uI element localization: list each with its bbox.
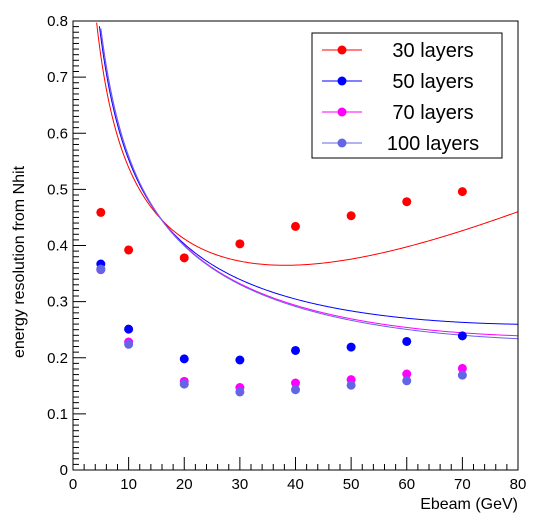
x-tick-label: 60 [398,476,415,493]
data-point [235,355,245,365]
y-tick-label: 0.6 [47,125,68,142]
data-point [291,221,300,231]
data-point [346,211,356,221]
legend-label: 30 layers [392,40,473,62]
legend-marker [337,45,347,55]
data-point [179,253,189,263]
data-point [124,245,134,255]
data-point [235,239,245,249]
axes: 0 10 20 30 40 50 60 70 80 0 0.1 0.2 0.3 0.4 0.5 0.6 0.7 0… [47,13,526,493]
legend-label: 70 layers [392,102,473,124]
data-point [402,336,412,346]
data-point [124,324,134,334]
data-point [457,363,467,373]
y-tick-label: 0.1 [47,406,68,423]
y-tick-label: 0.7 [47,69,68,86]
legend-label: 100 layers [387,133,479,155]
fit-curve [100,28,519,340]
x-tick-label: 50 [343,476,360,493]
legend-marker [337,76,347,86]
data-point [96,207,106,217]
x-tick-label: 80 [510,476,527,493]
x-tick-label: 30 [232,476,249,493]
data-point [291,385,300,395]
data-point [457,370,467,380]
legend-label: 50 layers [392,71,473,93]
data-point [402,376,412,386]
y-axis-title: energy resolution from Nhit [11,165,28,358]
y-tick-label: 0 [60,462,68,479]
y-tick-label: 0.4 [47,238,68,255]
data-point [457,187,467,197]
legend-marker [337,138,347,148]
fit-curves [96,22,519,340]
y-tick-label: 0.8 [47,13,68,30]
data-point [96,264,106,274]
y-tick-label: 0.5 [47,181,68,198]
x-tick-label: 40 [287,476,304,493]
legend-marker [337,107,347,117]
data-point [235,387,245,397]
data-markers [96,187,467,397]
y-tick-label: 0.3 [47,294,68,311]
x-tick-label: 10 [120,476,137,493]
fit-curve [96,22,519,266]
data-point [124,339,134,349]
x-axis-title: Ebeam (GeV) [420,496,518,513]
x-tick-label: 0 [69,476,77,493]
data-point [346,342,356,352]
data-point [457,331,467,341]
data-point [291,378,300,388]
legend: 30 layers 50 layers 70 layers 100 layers [311,32,503,159]
x-tick-label: 70 [454,476,471,493]
data-point [179,379,189,389]
x-tick-label: 20 [176,476,193,493]
y-tick-label: 0.2 [47,350,68,367]
data-point [402,369,412,379]
data-point [402,197,412,207]
data-point [346,380,356,390]
data-point [179,354,189,364]
data-point [291,345,300,355]
